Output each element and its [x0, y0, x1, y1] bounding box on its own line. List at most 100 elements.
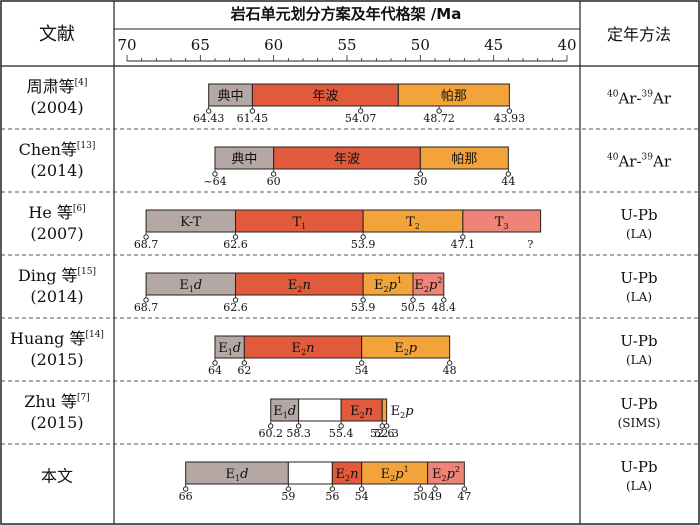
- dating-method: U-Pb: [620, 458, 657, 476]
- unit-bar: [381, 398, 388, 422]
- dating-method: U-Pb: [620, 269, 657, 287]
- age-label: 62.6: [223, 301, 248, 314]
- age-label: 48: [443, 364, 457, 377]
- study-row: 周肃等[4] (2004) 40Ar-39Ar 典中 年波 帕那 64.43 61.45 54.…: [27, 77, 672, 125]
- age-label: 54: [355, 364, 369, 377]
- age-label: 64: [208, 364, 222, 377]
- study-author: 周肃等[4]: [27, 77, 88, 96]
- age-marker: [432, 486, 438, 492]
- age-marker: [417, 171, 424, 177]
- unit-label: 帕那: [451, 152, 477, 167]
- dating-method: U-Pb: [620, 395, 657, 413]
- study-year: (2004): [30, 98, 83, 117]
- age-label: 58.3: [286, 427, 311, 440]
- unit-label: E2n: [350, 404, 373, 420]
- study-year: (2015): [30, 413, 83, 432]
- age-label: 54: [355, 490, 369, 503]
- column-header-scheme: 岩石单元划分方案及年代格架 /Ma: [230, 5, 462, 23]
- age-marker: [358, 360, 365, 366]
- unit-label: E2p1: [381, 465, 409, 483]
- dating-method-detail: (LA): [626, 479, 652, 493]
- dating-method-detail: (SIMS): [618, 416, 661, 430]
- unit-bar: [397, 83, 510, 107]
- age-label: 43.93: [494, 112, 526, 125]
- age-label: 52.6: [370, 427, 395, 440]
- unit-bar: [412, 272, 445, 296]
- unit-label: 年波: [334, 152, 360, 167]
- axis-tick-label: 65: [191, 36, 210, 54]
- axis-tick-label: 50: [411, 36, 430, 54]
- study-year: (2014): [30, 287, 83, 306]
- unit-label: E1d: [226, 467, 249, 483]
- study-author: Huang 等[14]: [10, 329, 104, 348]
- age-label: 52.3: [374, 427, 399, 440]
- age-marker: [417, 486, 424, 492]
- study-author: Chen等[13]: [19, 140, 96, 159]
- unit-label: E1d: [273, 404, 296, 420]
- unit-label: E2p2: [432, 465, 460, 483]
- age-label: 49: [428, 490, 442, 503]
- dating-method: U-Pb: [620, 332, 657, 350]
- age-label: 61.45: [237, 112, 269, 125]
- dating-method: U-Pb: [620, 206, 657, 224]
- study-row: 本文 U-Pb (LA) E1d E2n E2p1 E2p2 66 59 56 54 50 49 47: [41, 458, 658, 503]
- study-year: (2007): [30, 224, 83, 243]
- age-marker: [295, 423, 302, 429]
- axis-tick-label: 40: [557, 36, 576, 54]
- age-marker: [232, 297, 239, 303]
- age-label: 47.1: [451, 238, 476, 251]
- column-header-method: 定年方法: [607, 25, 671, 44]
- unit-label: K-T: [180, 215, 202, 230]
- unit-label: E2p1: [374, 276, 402, 294]
- age-marker: [212, 171, 218, 177]
- unit-label: T1: [292, 215, 306, 231]
- age-label: 53.9: [351, 238, 376, 251]
- age-marker: [505, 171, 512, 177]
- age-label: 56: [325, 490, 339, 503]
- unit-label: E2p2: [414, 276, 442, 294]
- age-marker: [268, 423, 274, 429]
- age-marker: [143, 234, 149, 240]
- age-marker: [360, 234, 366, 240]
- axis-tick-label: 70: [117, 36, 136, 54]
- unit-label: E2p: [391, 404, 415, 420]
- study-author: 本文: [41, 467, 73, 486]
- study-author: Ding 等[15]: [18, 266, 96, 285]
- age-label: 48.72: [423, 112, 455, 125]
- age-marker: [360, 297, 366, 303]
- dating-method-detail: (LA): [626, 353, 652, 367]
- unit-bar: [287, 461, 333, 485]
- age-label: 50.5: [401, 301, 426, 314]
- unit-label: 典中: [231, 152, 257, 167]
- age-axis: 70 65 60 55 50 45 40: [117, 36, 577, 62]
- age-marker: [383, 423, 390, 429]
- unit-label: 年波: [312, 89, 338, 104]
- study-year: (2014): [30, 161, 83, 180]
- unit-label: E2p: [394, 341, 418, 357]
- study-row: Chen等[13] (2014) 40Ar-39Ar 典中 年波 帕那 ~64 60 50 44: [19, 140, 672, 188]
- age-marker: [212, 360, 218, 366]
- dating-method-detail: (LA): [626, 227, 652, 241]
- age-marker: [232, 234, 239, 240]
- age-label: 64.43: [193, 112, 225, 125]
- age-marker: [205, 108, 212, 114]
- unit-label: E2n: [288, 278, 311, 294]
- dating-method: 40Ar-39Ar: [607, 153, 672, 171]
- unit-label: 典中: [218, 89, 244, 104]
- unit-label: E1d: [179, 278, 202, 294]
- unit-bar: [419, 146, 509, 170]
- age-marker: [241, 360, 248, 366]
- column-header-literature: 文献: [39, 24, 75, 45]
- unit-bar: [298, 398, 342, 422]
- study-year: (2015): [30, 350, 83, 369]
- age-label: ?: [527, 238, 533, 251]
- age-label: 55.4: [329, 427, 354, 440]
- study-row: He 等[6] (2007) U-Pb (LA) K-T T1 T2 T3 68.7 62.6 53…: [28, 203, 657, 251]
- age-label: 60.2: [258, 427, 283, 440]
- age-marker: [357, 108, 364, 114]
- age-marker: [338, 423, 344, 429]
- age-marker: [270, 171, 277, 177]
- age-marker: [358, 486, 365, 492]
